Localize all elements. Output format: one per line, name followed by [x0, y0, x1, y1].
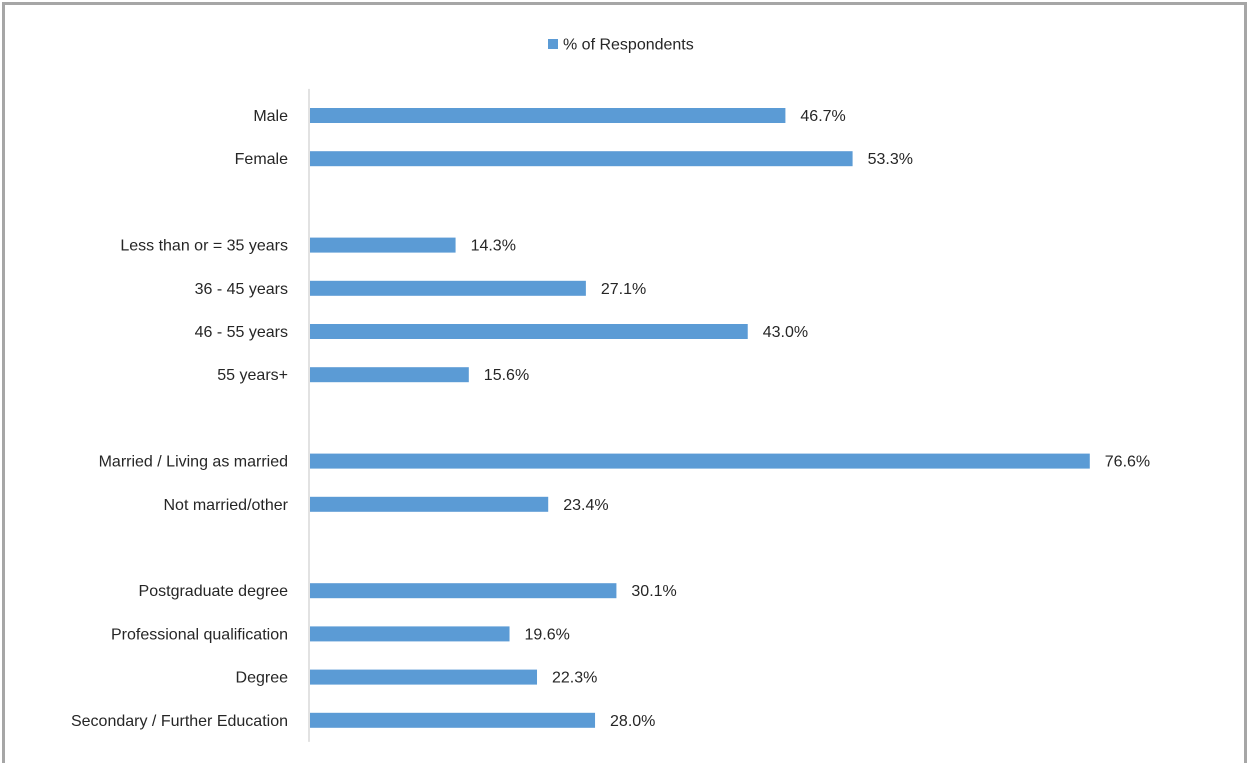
category-label: Not married/other [164, 497, 289, 514]
category-label: 36 - 45 years [195, 281, 288, 298]
legend-swatch [548, 39, 558, 49]
category-label: Married / Living as married [99, 454, 288, 471]
data-label: 23.4% [563, 497, 608, 514]
legend-label: % of Respondents [563, 37, 694, 54]
bar [310, 324, 748, 339]
category-label: Less than or = 35 years [120, 238, 288, 255]
category-label: 55 years+ [217, 367, 288, 384]
data-label: 27.1% [601, 281, 646, 298]
data-label: 14.3% [471, 238, 516, 255]
category-label: Postgraduate degree [139, 583, 289, 600]
category-label: Professional qualification [111, 626, 288, 643]
category-label: 46 - 55 years [195, 324, 288, 341]
bar [310, 496, 549, 512]
bar [310, 237, 456, 253]
bar [310, 453, 1090, 469]
bar [310, 626, 510, 642]
category-label: Female [235, 151, 288, 168]
bar [310, 280, 586, 296]
bar [310, 669, 538, 685]
data-label: 15.6% [484, 367, 529, 384]
data-label: 22.3% [552, 670, 597, 687]
data-label: 30.1% [631, 583, 676, 600]
bar [310, 712, 596, 728]
category-label: Degree [236, 670, 289, 687]
bar [310, 108, 786, 123]
data-label: 46.7% [800, 108, 845, 125]
data-label: 28.0% [610, 713, 655, 730]
bar [310, 151, 853, 167]
category-label: Male [253, 108, 288, 125]
data-label: 19.6% [525, 626, 570, 643]
category-label: Secondary / Further Education [71, 713, 288, 730]
data-label: 43.0% [763, 324, 808, 341]
data-label: 76.6% [1105, 454, 1150, 471]
data-label: 53.3% [868, 151, 913, 168]
bar [310, 367, 469, 383]
bar [310, 583, 617, 599]
